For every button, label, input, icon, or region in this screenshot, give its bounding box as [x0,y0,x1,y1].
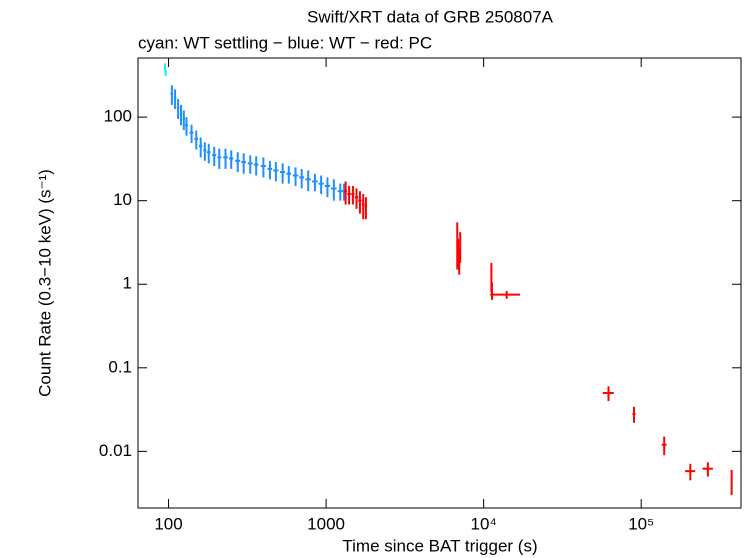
y-tick-label: 0.1 [108,357,132,376]
y-tick-label: 10 [113,190,132,209]
x-tick-label: 10⁵ [628,514,654,533]
y-tick-label: 0.01 [99,441,132,460]
chart-title: Swift/XRT data of GRB 250807A [307,7,554,26]
x-tick-label: 100 [154,514,182,533]
x-tick-label: 10⁴ [471,514,497,533]
x-axis-label: Time since BAT trigger (s) [342,536,537,555]
chart-subtitle: cyan: WT settling − blue: WT − red: PC [138,33,432,52]
x-tick-label: 1000 [307,514,345,533]
y-tick-label: 100 [104,107,132,126]
plot-frame [137,57,742,509]
y-tick-label: 1 [123,274,132,293]
y-axis-label: Count Rate (0.3−10 keV) (s⁻¹) [35,169,54,397]
